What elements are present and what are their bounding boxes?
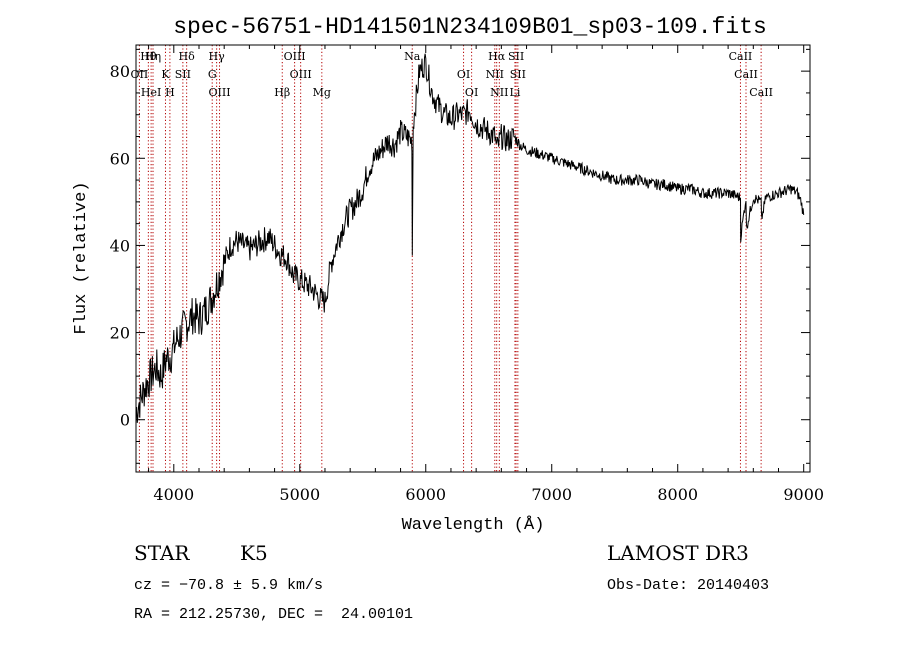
line-label: OIII	[284, 50, 306, 63]
survey-name: LAMOST DR3	[607, 541, 749, 565]
x-tick-label: 7000	[531, 485, 572, 504]
y-axis: 0 20 40 60 80	[110, 48, 810, 464]
line-label: CaII	[734, 68, 758, 81]
spectral-line-markers	[138, 45, 762, 472]
line-label: Hη	[145, 50, 161, 63]
x-tick-label: 6000	[405, 485, 446, 504]
line-label: H	[165, 86, 175, 99]
line-label: Li	[510, 86, 521, 99]
line-label: OIII	[290, 68, 312, 81]
line-label: CaII	[729, 50, 753, 63]
line-label: NII	[490, 86, 508, 99]
spectrum-series	[135, 53, 805, 423]
object-type: STAR	[134, 541, 190, 565]
line-label: Mg	[313, 86, 331, 99]
line-label: OI	[457, 68, 470, 81]
line-label: OIII	[208, 86, 230, 99]
y-tick-label: 40	[110, 236, 130, 255]
spectral-line-labels: HθOIIHeIHηKHHδSIIOIIIHγGHβOIIIOIIIMgNaOI…	[131, 50, 773, 99]
line-label: SII	[508, 50, 524, 63]
line-label: OII	[131, 68, 149, 81]
line-label: Hδ	[179, 50, 196, 63]
x-tick-label: 4000	[153, 485, 194, 504]
line-label: Hθ	[140, 50, 157, 63]
line-label: SII	[175, 68, 191, 81]
line-label: CaII	[749, 86, 773, 99]
x-tick-label: 5000	[279, 485, 320, 504]
radial-velocity: cz = −70.8 ± 5.9 km/s	[134, 577, 323, 594]
chart-title: spec-56751-HD141501N234109B01_sp03-109.f…	[173, 14, 767, 40]
line-label: OI	[465, 86, 478, 99]
y-tick-label: 0	[120, 411, 130, 430]
line-label: Hγ	[209, 50, 226, 63]
x-tick-label: 9000	[783, 485, 824, 504]
observation-date: Obs-Date: 20140403	[607, 577, 769, 594]
plot-area	[135, 44, 811, 473]
y-tick-label: 20	[110, 324, 130, 343]
x-axis-label: Wavelength (Å)	[402, 516, 545, 535]
line-label: NII	[486, 68, 504, 81]
line-label: SII	[510, 68, 526, 81]
y-tick-label: 60	[110, 149, 130, 168]
line-label: G	[208, 68, 217, 81]
spectrum-line	[135, 53, 805, 423]
y-axis-label: Flux (relative)	[72, 181, 91, 334]
line-label: Na	[404, 50, 421, 63]
line-label: Hβ	[274, 86, 290, 99]
line-label: HeI	[141, 86, 161, 99]
spectral-subclass: K5	[240, 541, 268, 565]
coordinates: RA = 212.25730, DEC = 24.00101	[134, 606, 413, 623]
y-tick-label: 80	[110, 62, 130, 81]
line-label: K	[161, 68, 170, 81]
x-tick-label: 8000	[657, 485, 698, 504]
x-axis: 4000 5000 6000 7000 8000 9000	[148, 45, 824, 504]
line-label: Hα	[488, 50, 506, 63]
